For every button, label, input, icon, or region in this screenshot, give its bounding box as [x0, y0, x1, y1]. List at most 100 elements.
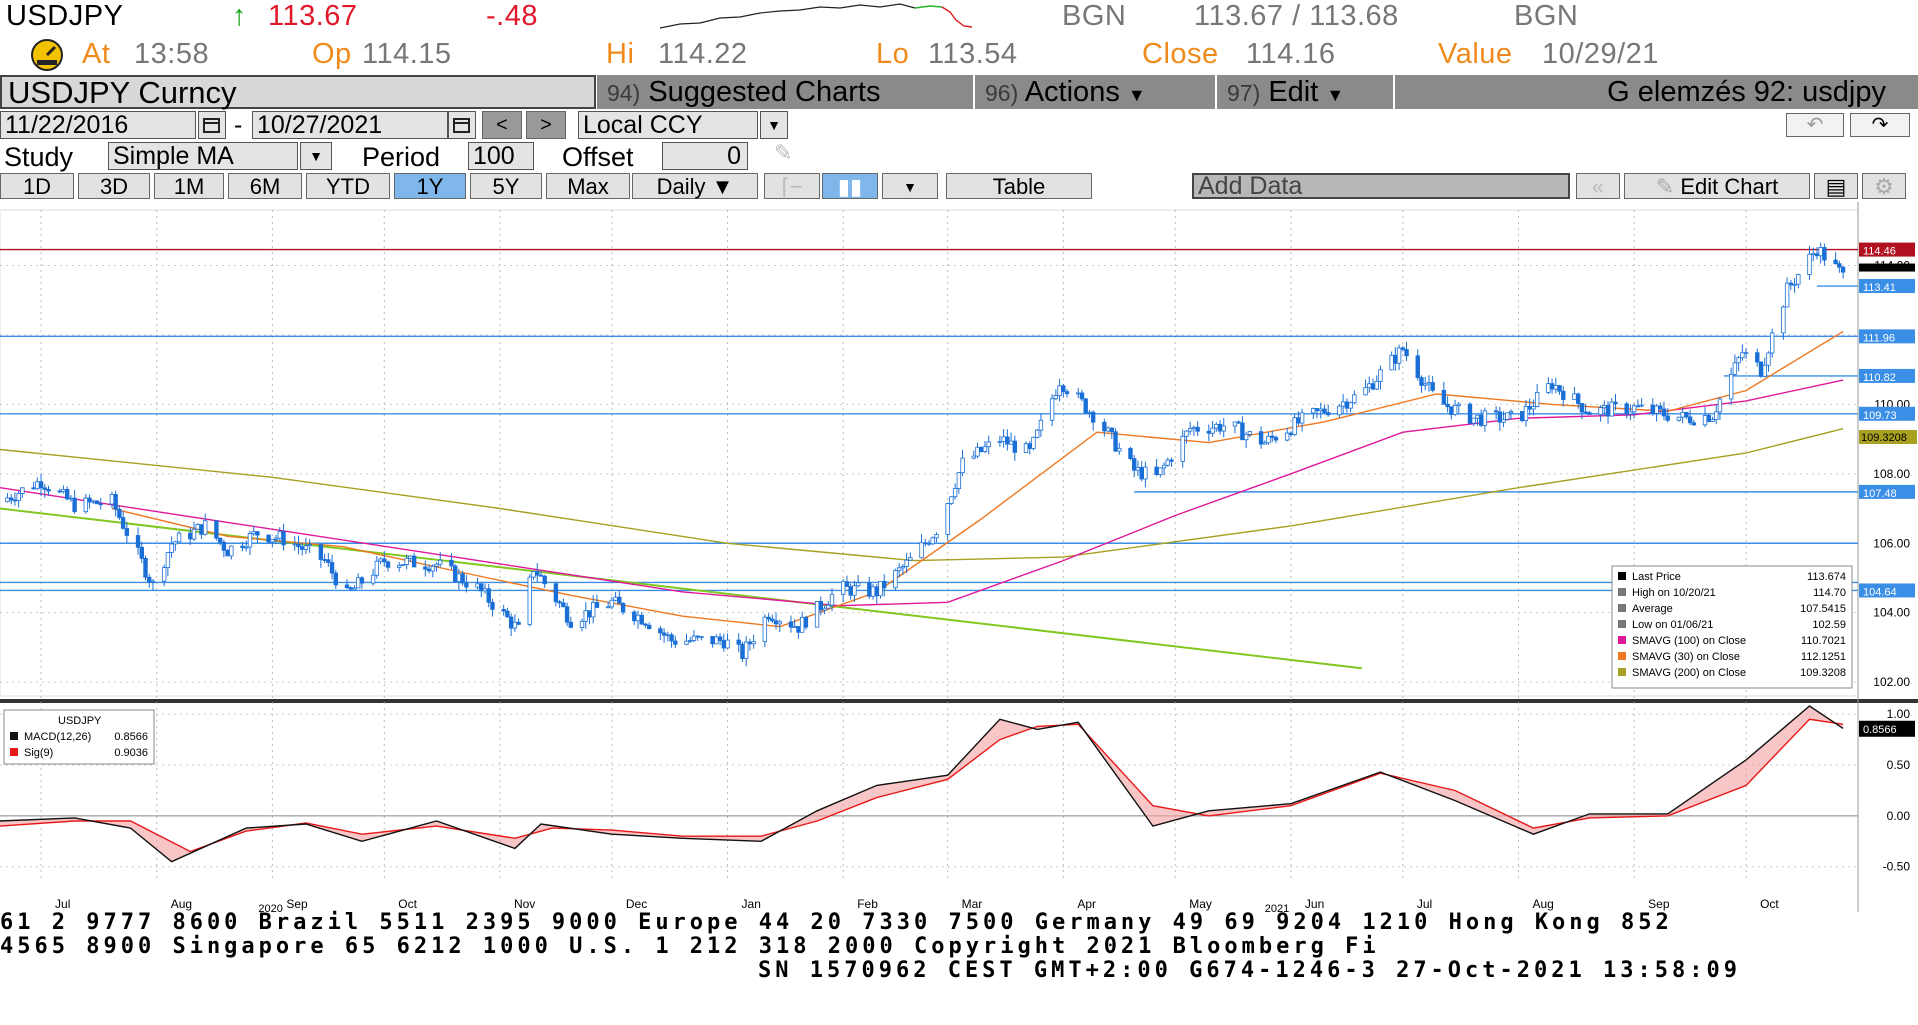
candle-body	[1553, 385, 1558, 390]
frequency-select[interactable]: Daily ▼	[632, 173, 758, 199]
candle-body	[244, 546, 249, 549]
candle-body	[896, 567, 902, 571]
bar-chart-icon[interactable]: ▮▮	[822, 173, 878, 199]
candle-body	[1706, 415, 1711, 422]
candle-body	[1270, 435, 1275, 438]
candle-body	[1710, 419, 1715, 422]
calendar-icon[interactable]	[448, 111, 476, 139]
candle-body	[1378, 369, 1383, 382]
table-button[interactable]: Table	[946, 173, 1092, 199]
edit-chart-button[interactable]: ✎ Edit Chart	[1624, 173, 1810, 199]
candle-body	[1337, 405, 1342, 416]
candle-body	[20, 487, 25, 494]
legend-label: SMAVG (200) on Close	[1632, 667, 1746, 679]
candle-body	[1676, 416, 1682, 421]
candle-body	[191, 528, 197, 540]
legend-swatch	[1618, 636, 1626, 644]
value-date: 10/29/21	[1542, 38, 1659, 70]
security-field[interactable]: USDJPY Curncy	[0, 75, 596, 109]
redo-icon[interactable]: ↷	[1850, 113, 1910, 137]
calendar-icon[interactable]	[198, 111, 226, 139]
legend-swatch	[1618, 588, 1626, 596]
candle-body	[329, 562, 335, 574]
menu-label: Suggested Charts	[648, 76, 881, 108]
edit-menu[interactable]: 97) Edit ▼	[1217, 75, 1393, 109]
candle-body	[1449, 406, 1454, 415]
candle-body	[1005, 436, 1010, 445]
candle-body	[1598, 407, 1603, 415]
intraday-sparkline	[660, 3, 972, 29]
candle-body	[658, 628, 663, 634]
candle-body	[882, 580, 887, 589]
start-date-field[interactable]: 11/22/2016	[0, 111, 196, 139]
candle-body	[1135, 466, 1141, 471]
bid-ask: 113.67 / 113.68	[1194, 0, 1399, 32]
chart-type-dropdown[interactable]: ▼	[882, 173, 938, 199]
range-button-ytd[interactable]: YTD	[306, 173, 390, 199]
candle-body	[844, 581, 850, 587]
range-button-5y[interactable]: 5Y	[470, 173, 542, 199]
legend-label: MACD(12,26)	[24, 731, 91, 743]
candle-body	[1258, 431, 1264, 445]
range-button-6m[interactable]: 6M	[228, 173, 302, 199]
end-date-field[interactable]: 10/27/2021	[252, 111, 448, 139]
add-data-button[interactable]: Add Data	[1192, 173, 1570, 199]
offset-input[interactable]: 0	[662, 142, 748, 170]
range-button-3d[interactable]: 3D	[78, 173, 150, 199]
candle-body	[1370, 383, 1376, 390]
sma200-line	[0, 428, 1844, 562]
line-chart-icon[interactable]: ⌈−	[764, 173, 820, 199]
candle-body	[1117, 447, 1122, 452]
candle-body	[949, 496, 954, 505]
candle-body	[669, 634, 674, 642]
range-button-1y[interactable]: 1Y	[394, 173, 466, 199]
candle-body	[452, 565, 458, 582]
candle-body	[1445, 403, 1450, 408]
candle-body	[344, 584, 350, 589]
next-period-button[interactable]: >	[526, 111, 566, 139]
prev-period-button[interactable]: <	[482, 111, 522, 139]
candle-body	[1762, 364, 1767, 377]
legend-label: Sig(9)	[24, 747, 53, 759]
candle-body	[1769, 332, 1775, 354]
candle-body	[1736, 357, 1741, 364]
range-button-1d[interactable]: 1D	[0, 173, 74, 199]
candle-body	[605, 606, 611, 609]
x-tick-label: Jun	[1305, 897, 1324, 911]
candle-body	[397, 565, 402, 568]
candle-body	[561, 602, 566, 608]
range-button-max[interactable]: Max	[546, 173, 630, 199]
actions-menu[interactable]: 96) Actions ▼	[975, 75, 1215, 109]
range-button-1m[interactable]: 1M	[154, 173, 224, 199]
collapse-icon[interactable]: «	[1576, 173, 1620, 199]
gear-icon[interactable]: ⚙	[1862, 173, 1906, 199]
suggested-charts-menu[interactable]: 94) Suggested Charts	[597, 75, 973, 109]
candle-body	[434, 563, 439, 567]
caret-down-icon[interactable]: ▼	[300, 142, 332, 170]
candle-body	[5, 497, 10, 502]
candle-body	[945, 503, 950, 535]
study-select[interactable]: Simple MA	[108, 142, 298, 170]
candle-body	[113, 494, 118, 510]
price-chart[interactable]: Jul Aug Sep Oct Nov Dec Jan Feb Mar Apr May Jun Jul A…	[0, 202, 1918, 912]
caret-down-icon[interactable]: ▼	[760, 111, 788, 139]
period-input[interactable]: 100	[468, 142, 534, 170]
legend-box	[1611, 565, 1853, 689]
chart-settings-icon[interactable]: ▤	[1814, 173, 1858, 199]
candle-body	[408, 555, 413, 559]
currency-select[interactable]: Local CCY	[578, 111, 758, 139]
candle-body	[997, 440, 1003, 443]
candle-body	[878, 580, 883, 597]
candle-body	[1840, 266, 1846, 273]
candle-body	[609, 599, 615, 608]
undo-icon[interactable]: ↶	[1786, 113, 1844, 137]
candle-body	[318, 544, 324, 560]
at-label: At	[82, 38, 111, 70]
level-tag-label: 109.73	[1863, 410, 1897, 422]
candle-body	[296, 543, 301, 548]
pencil-icon[interactable]: ✎	[774, 140, 793, 165]
candle-body	[1232, 421, 1238, 427]
ticker-symbol: USDJPY	[6, 0, 124, 32]
candle-body	[1027, 443, 1032, 449]
candle-body	[1165, 459, 1170, 466]
